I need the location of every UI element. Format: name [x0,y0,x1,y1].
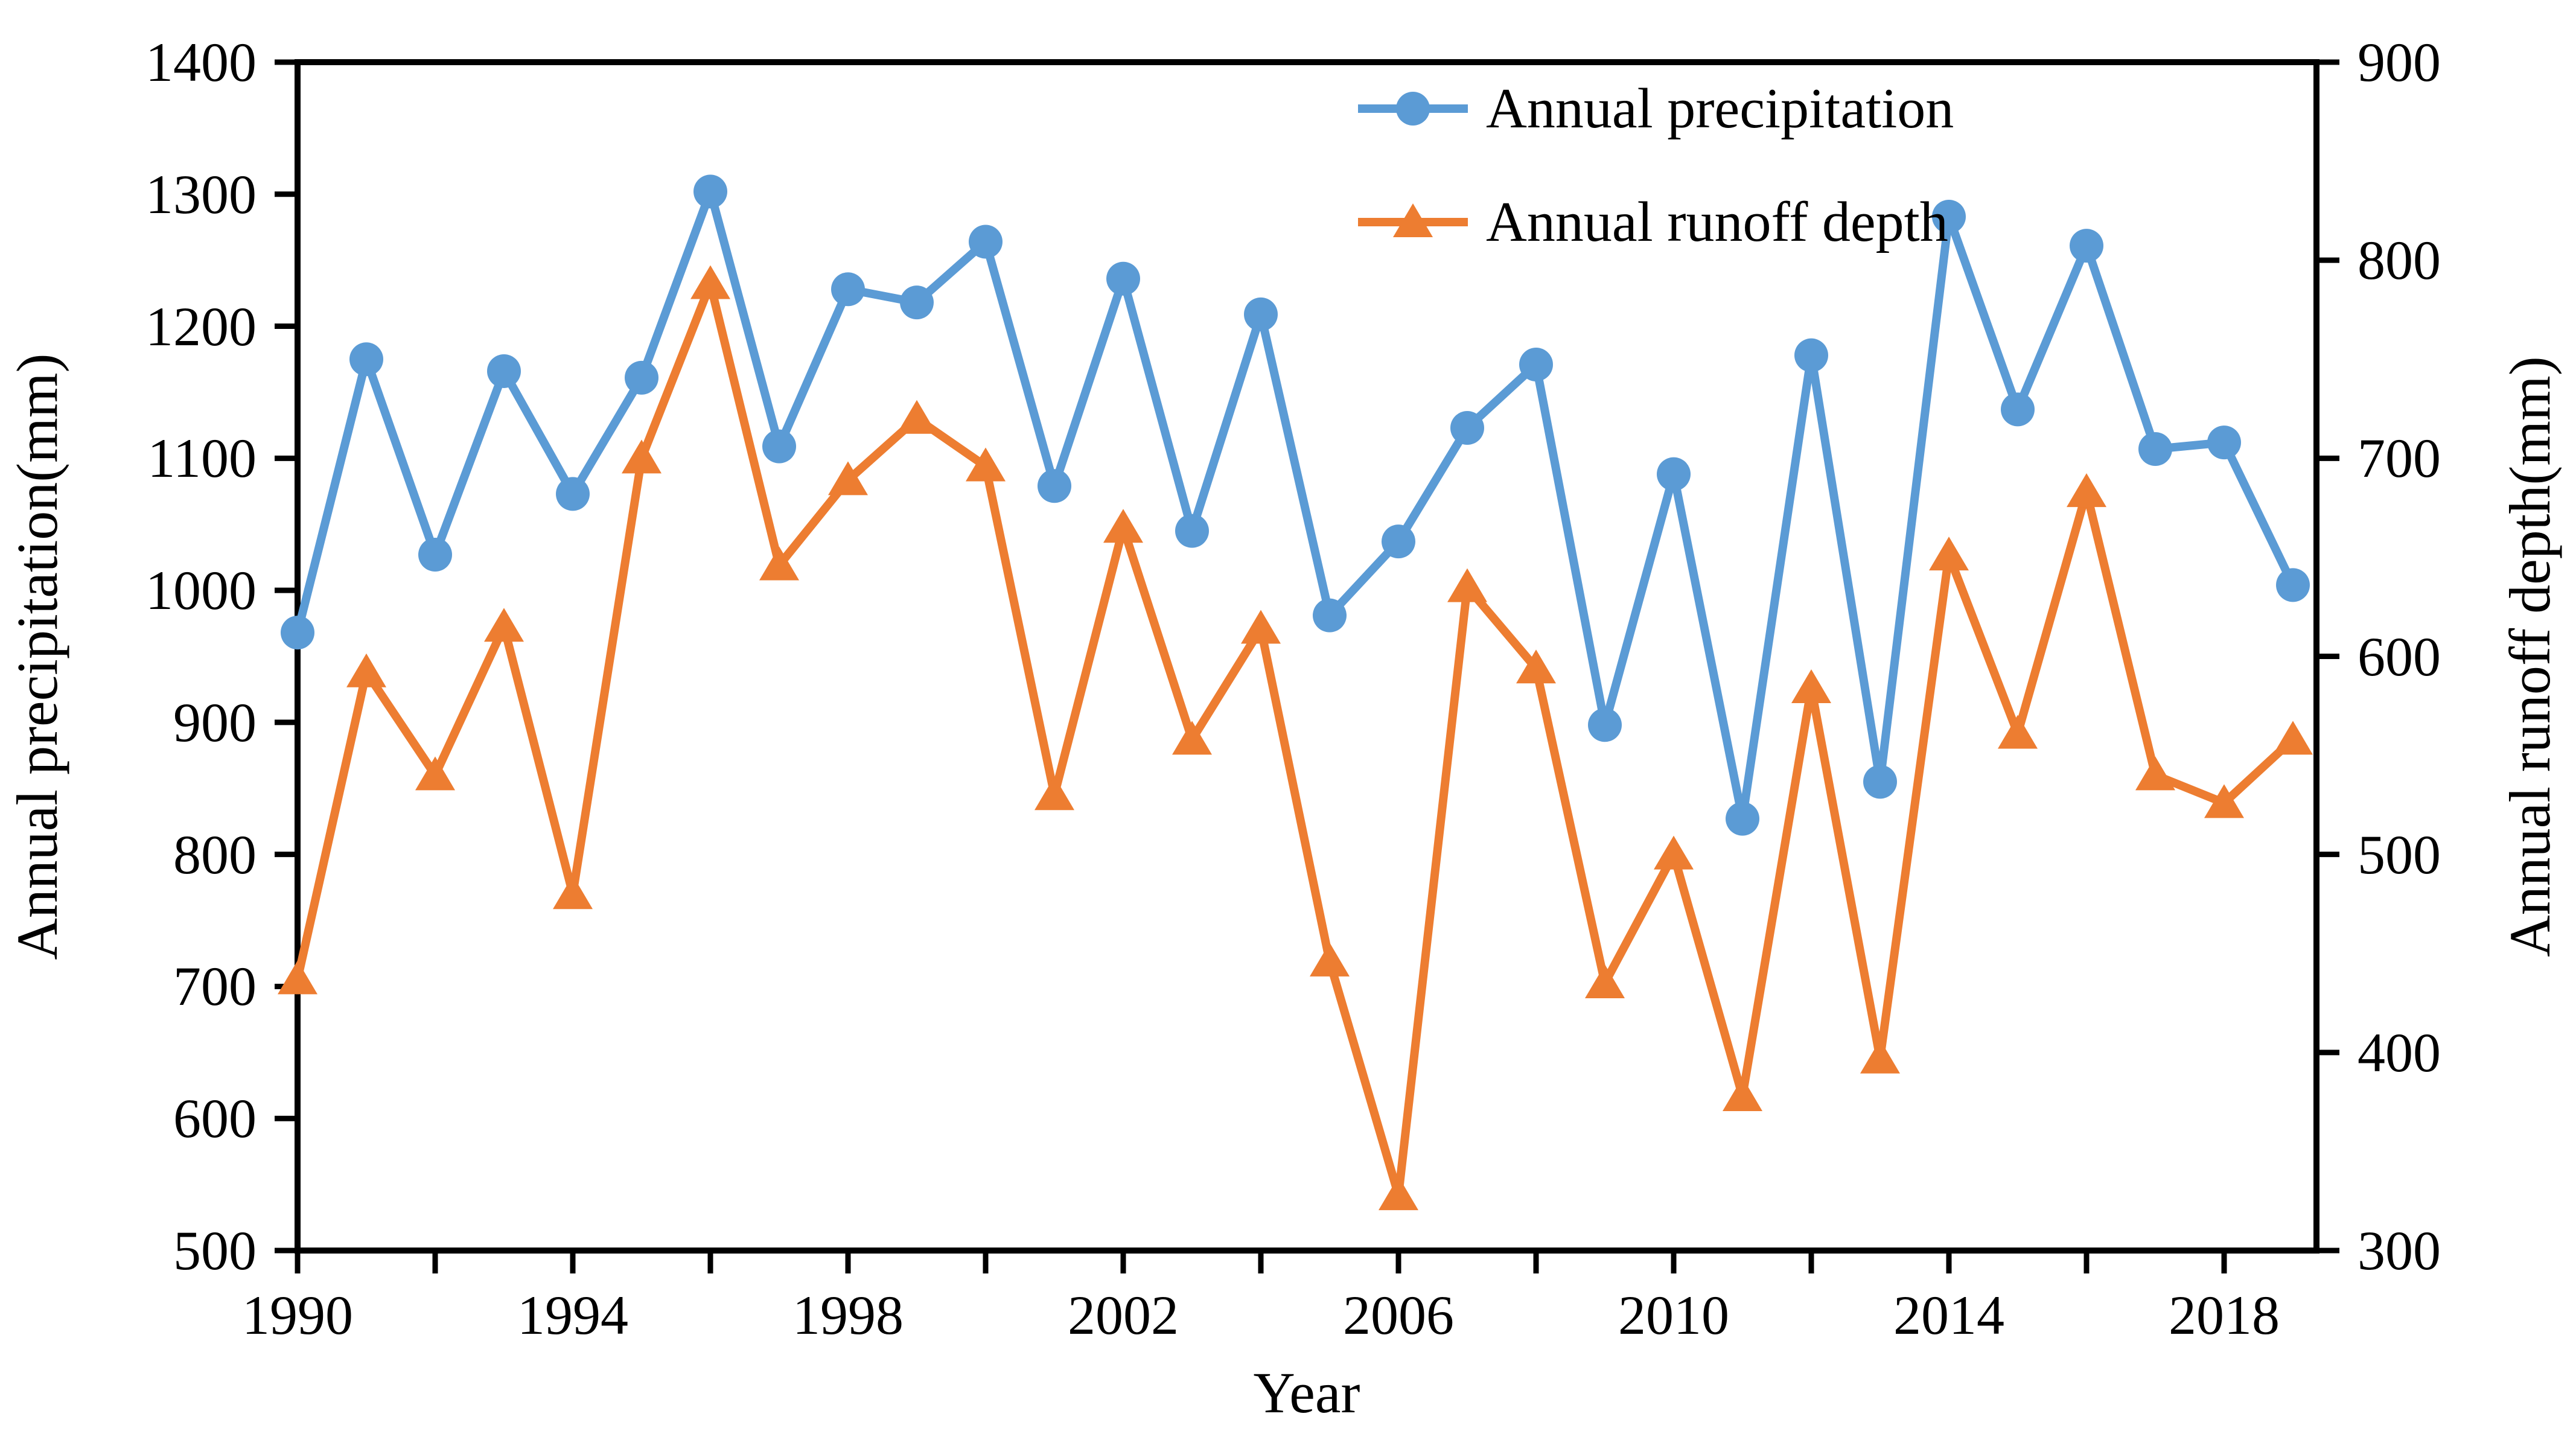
marker-runoff-1991 [346,653,386,687]
marker-runoff-2015 [1998,715,2038,749]
marker-precipitation-2004 [1244,297,1278,331]
marker-runoff-2000 [966,447,1006,482]
legend-marker-circle [1396,92,1430,126]
marker-runoff-2018 [2204,784,2244,818]
marker-precipitation-2013 [1863,765,1897,799]
y-right-tick-label: 300 [2358,1220,2441,1281]
y-left-tick-label: 1400 [145,31,257,93]
marker-precipitation-1997 [762,429,796,464]
marker-runoff-2016 [2067,473,2106,508]
marker-precipitation-1994 [556,477,590,511]
marker-precipitation-2005 [1313,598,1347,633]
y-left-tick-label: 500 [173,1220,257,1281]
marker-runoff-2013 [1860,1039,1900,1074]
y-right-tick-label: 600 [2358,625,2441,687]
marker-runoff-1999 [897,400,937,434]
marker-precipitation-2001 [1038,469,1071,503]
marker-precipitation-2014 [1932,199,1966,234]
marker-precipitation-2015 [2001,392,2035,427]
marker-runoff-2010 [1654,835,1694,870]
x-axis-title: Year [1253,1360,1360,1425]
y-left-tick-label: 900 [173,691,257,753]
marker-runoff-1996 [690,265,730,299]
marker-runoff-2011 [1723,1077,1762,1112]
marker-precipitation-2000 [969,225,1003,259]
x-tick-label: 2018 [2169,1284,2280,1346]
y-right-tick-label: 400 [2358,1021,2441,1083]
marker-precipitation-2016 [2070,229,2103,263]
marker-runoff-2008 [1516,649,1556,684]
marker-precipitation-1990 [281,616,314,650]
legend-label-runoff: Annual runoff depth [1486,191,1948,253]
marker-runoff-1997 [759,546,799,581]
marker-runoff-2012 [1791,669,1831,704]
x-tick-label: 2014 [1893,1284,2004,1346]
marker-runoff-1992 [415,756,455,791]
y-left-tick-label: 1100 [147,427,257,489]
marker-runoff-2001 [1035,776,1074,811]
series-line-runoff [293,279,2297,1200]
marker-precipitation-2011 [1726,801,1759,836]
marker-runoff-2007 [1447,568,1487,602]
marker-runoff-2003 [1172,721,1212,755]
x-tick-label: 1994 [517,1284,628,1346]
x-tick-label: 2010 [1618,1284,1729,1346]
marker-runoff-1994 [553,875,593,910]
x-tick-label: 2002 [1068,1284,1179,1346]
marker-runoff-2009 [1585,964,1625,998]
y-left-tick-label: 600 [173,1088,257,1150]
y-left-tick-label: 700 [173,955,257,1018]
marker-precipitation-2017 [2138,432,2172,467]
marker-precipitation-1998 [831,272,865,307]
marker-precipitation-2007 [1450,411,1484,445]
marker-precipitation-2012 [1794,338,1828,372]
x-tick-label: 2006 [1343,1284,1454,1346]
marker-precipitation-2010 [1657,457,1691,491]
y-left-tick-label: 1000 [145,559,257,622]
plot-frame [295,59,2319,1254]
y-left-tick-label: 800 [173,823,257,885]
marker-runoff-2017 [2135,756,2175,791]
marker-precipitation-1995 [625,360,658,395]
marker-precipitation-2018 [2207,425,2241,460]
marker-runoff-2014 [1929,537,1969,571]
marker-precipitation-1999 [900,285,934,320]
marker-runoff-1990 [278,960,317,995]
marker-runoff-1998 [828,461,868,496]
marker-precipitation-1992 [418,538,452,572]
legend-marker-triangle [1393,203,1433,237]
marker-runoff-2004 [1241,610,1281,644]
marker-precipitation-1996 [693,174,727,209]
marker-precipitation-2006 [1382,524,1415,559]
y-left-tick-label: 1300 [145,163,257,225]
x-tick-label: 1990 [242,1284,353,1346]
y-right-tick-label: 700 [2358,427,2441,489]
marker-runoff-2019 [2273,721,2313,755]
y-right-tick-label: 800 [2358,229,2441,292]
series-line-precipitation [293,187,2297,823]
marker-runoff-2005 [1310,942,1350,977]
marker-precipitation-2019 [2276,568,2310,602]
y-left-tick-label: 1200 [145,295,257,357]
marker-precipitation-2009 [1588,708,1622,742]
marker-precipitation-2002 [1106,261,1140,296]
legend-label-precipitation: Annual precipitation [1486,77,1954,140]
marker-precipitation-2003 [1175,514,1209,548]
marker-runoff-1995 [622,439,662,474]
marker-precipitation-1991 [349,342,383,377]
marker-runoff-2006 [1379,1176,1418,1211]
y-right-tick-label: 900 [2358,31,2441,93]
marker-precipitation-2008 [1519,348,1553,382]
y-right-tick-label: 500 [2358,823,2441,885]
marker-runoff-2002 [1103,509,1143,543]
x-tick-label: 1998 [792,1284,904,1346]
marker-runoff-1993 [484,608,524,642]
marker-precipitation-1993 [487,354,521,388]
